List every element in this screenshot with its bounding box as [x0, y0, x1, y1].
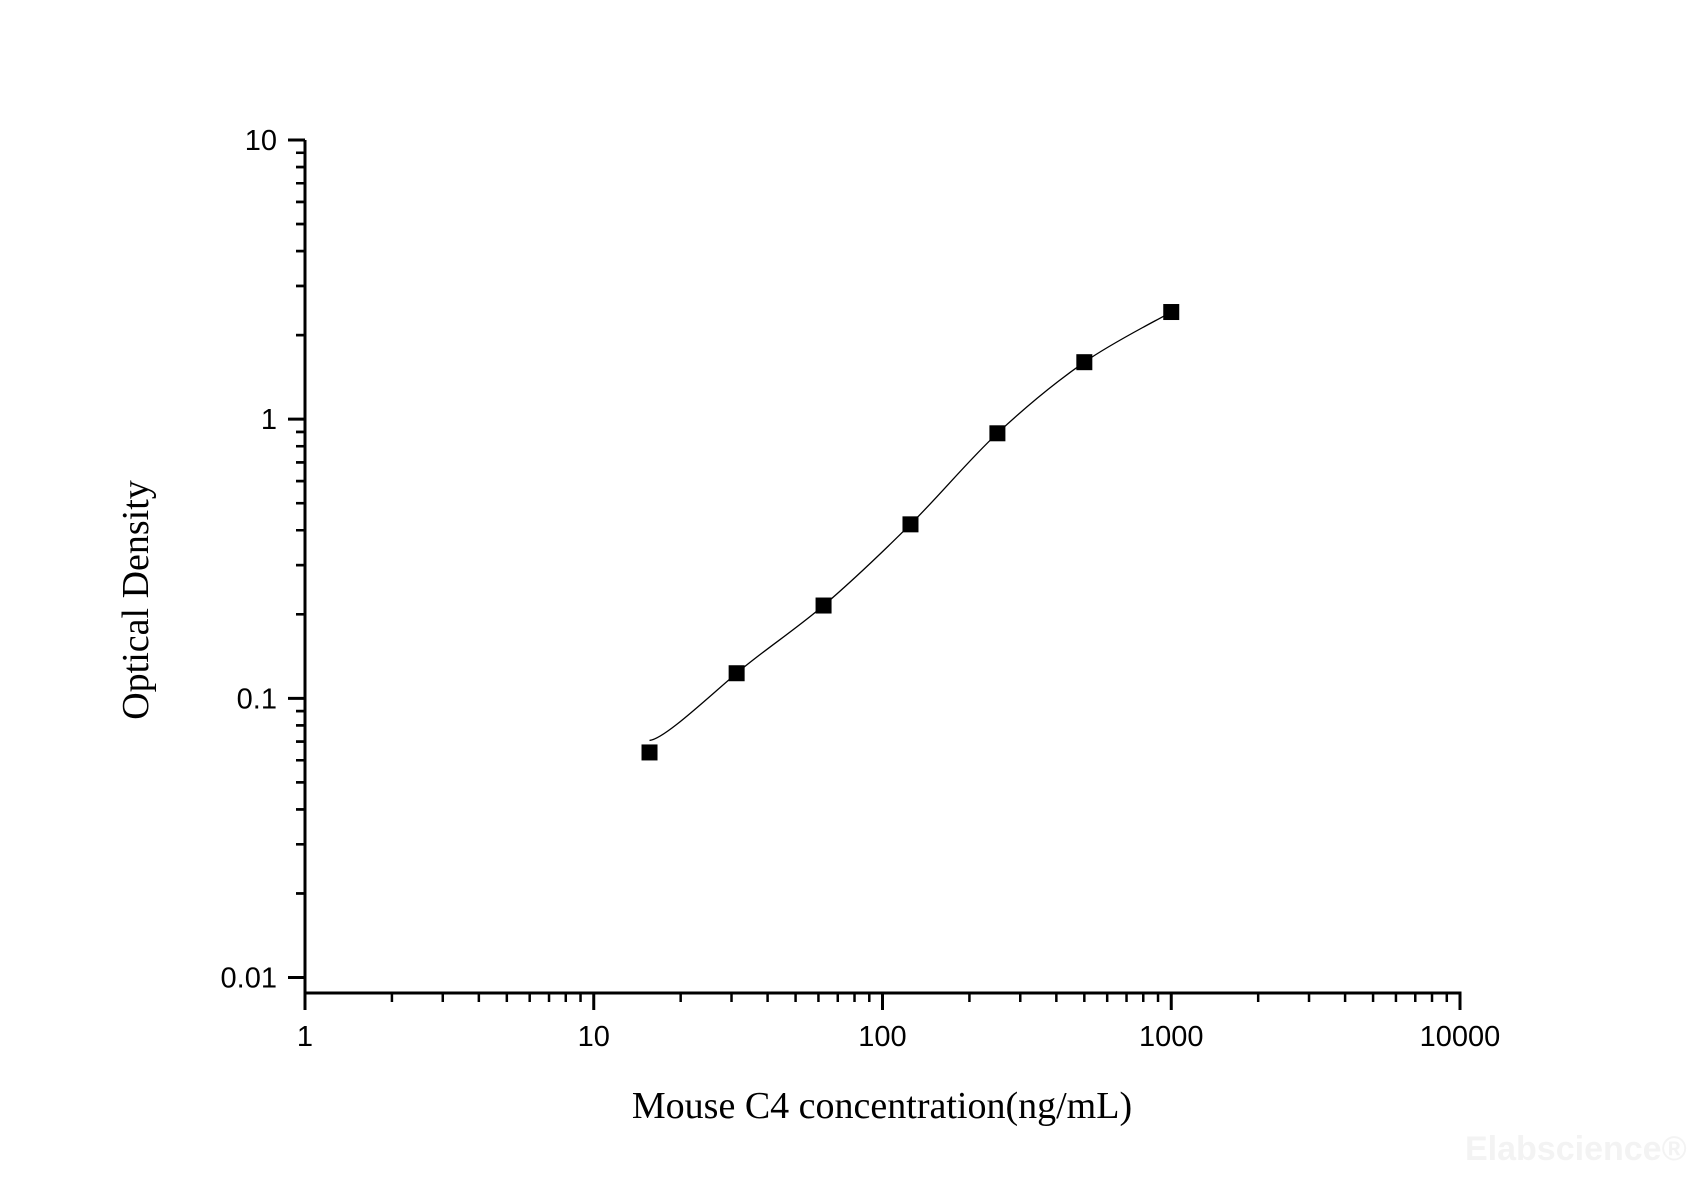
- axes: 1 10 100 1000 10000 10 1 0.1 0.01: [221, 125, 1501, 1053]
- x-tick-label: 100: [858, 1021, 906, 1053]
- y-tick-label: 10: [245, 125, 277, 157]
- data-point: [902, 516, 919, 533]
- data-marks: [641, 304, 1180, 761]
- watermark: Elabscience®: [1465, 1130, 1687, 1168]
- data-point: [641, 744, 658, 761]
- x-tick-label: 1000: [1139, 1021, 1204, 1053]
- data-point: [815, 597, 832, 614]
- y-tick-label: 1: [261, 404, 277, 436]
- x-tick-label: 10000: [1420, 1021, 1501, 1053]
- y-axis-title: Optical Density: [115, 480, 157, 720]
- data-point: [989, 425, 1006, 442]
- x-tick-label: 10: [578, 1021, 610, 1053]
- x-tick-label: 1: [297, 1021, 313, 1053]
- data-point: [1163, 304, 1180, 321]
- y-tick-label: 0.1: [237, 683, 277, 715]
- data-point: [728, 665, 745, 682]
- y-tick-label: 0.01: [221, 963, 277, 995]
- x-axis-title: Mouse C4 concentration(ng/mL): [632, 1085, 1132, 1127]
- data-point: [1076, 354, 1093, 371]
